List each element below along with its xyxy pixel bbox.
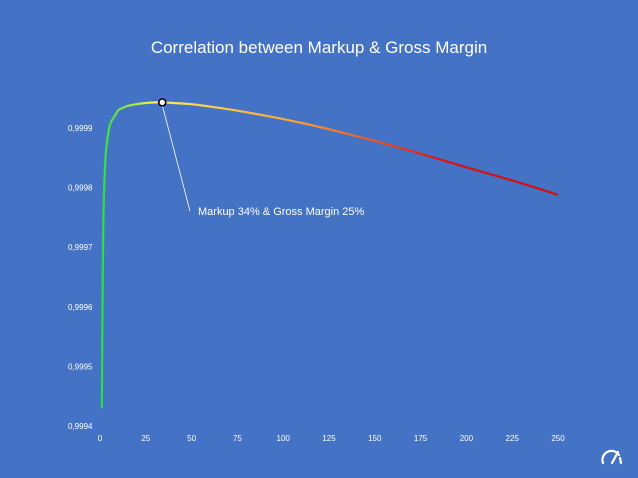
x-tick-label: 25: [141, 434, 150, 443]
highlight-point: [157, 98, 167, 107]
x-tick-label: 150: [368, 434, 382, 443]
annotation-label: Markup 34% & Gross Margin 25%: [198, 206, 365, 218]
series-line: [100, 101, 559, 409]
x-axis-ticks: 0 25 50 75 100 125 150 175 200 225 250: [98, 434, 565, 443]
x-tick-label: 175: [414, 434, 428, 443]
y-tick-label: 0,9995: [68, 362, 93, 371]
x-tick-label: 0: [98, 434, 103, 443]
x-tick-label: 225: [506, 434, 520, 443]
y-axis-ticks: 0,9994 0,9995 0,9996 0,9997 0,9998 0,9999: [68, 124, 93, 431]
y-tick-label: 0,9999: [68, 124, 93, 133]
chart-title: Correlation between Markup & Gross Margi…: [150, 38, 488, 57]
x-tick-label: 75: [233, 434, 242, 443]
x-tick-label: 250: [551, 434, 565, 443]
y-tick-label: 0,9994: [68, 422, 93, 431]
y-tick-label: 0,9997: [68, 243, 93, 252]
x-tick-label: 200: [460, 434, 474, 443]
x-tick-label: 50: [187, 434, 196, 443]
y-tick-label: 0,9998: [68, 184, 93, 193]
x-tick-label: 100: [277, 434, 291, 443]
y-tick-label: 0,9996: [68, 303, 93, 312]
annotation-leader-line: [161, 105, 191, 212]
x-tick-label: 125: [322, 434, 336, 443]
speedometer-icon: [601, 449, 623, 465]
